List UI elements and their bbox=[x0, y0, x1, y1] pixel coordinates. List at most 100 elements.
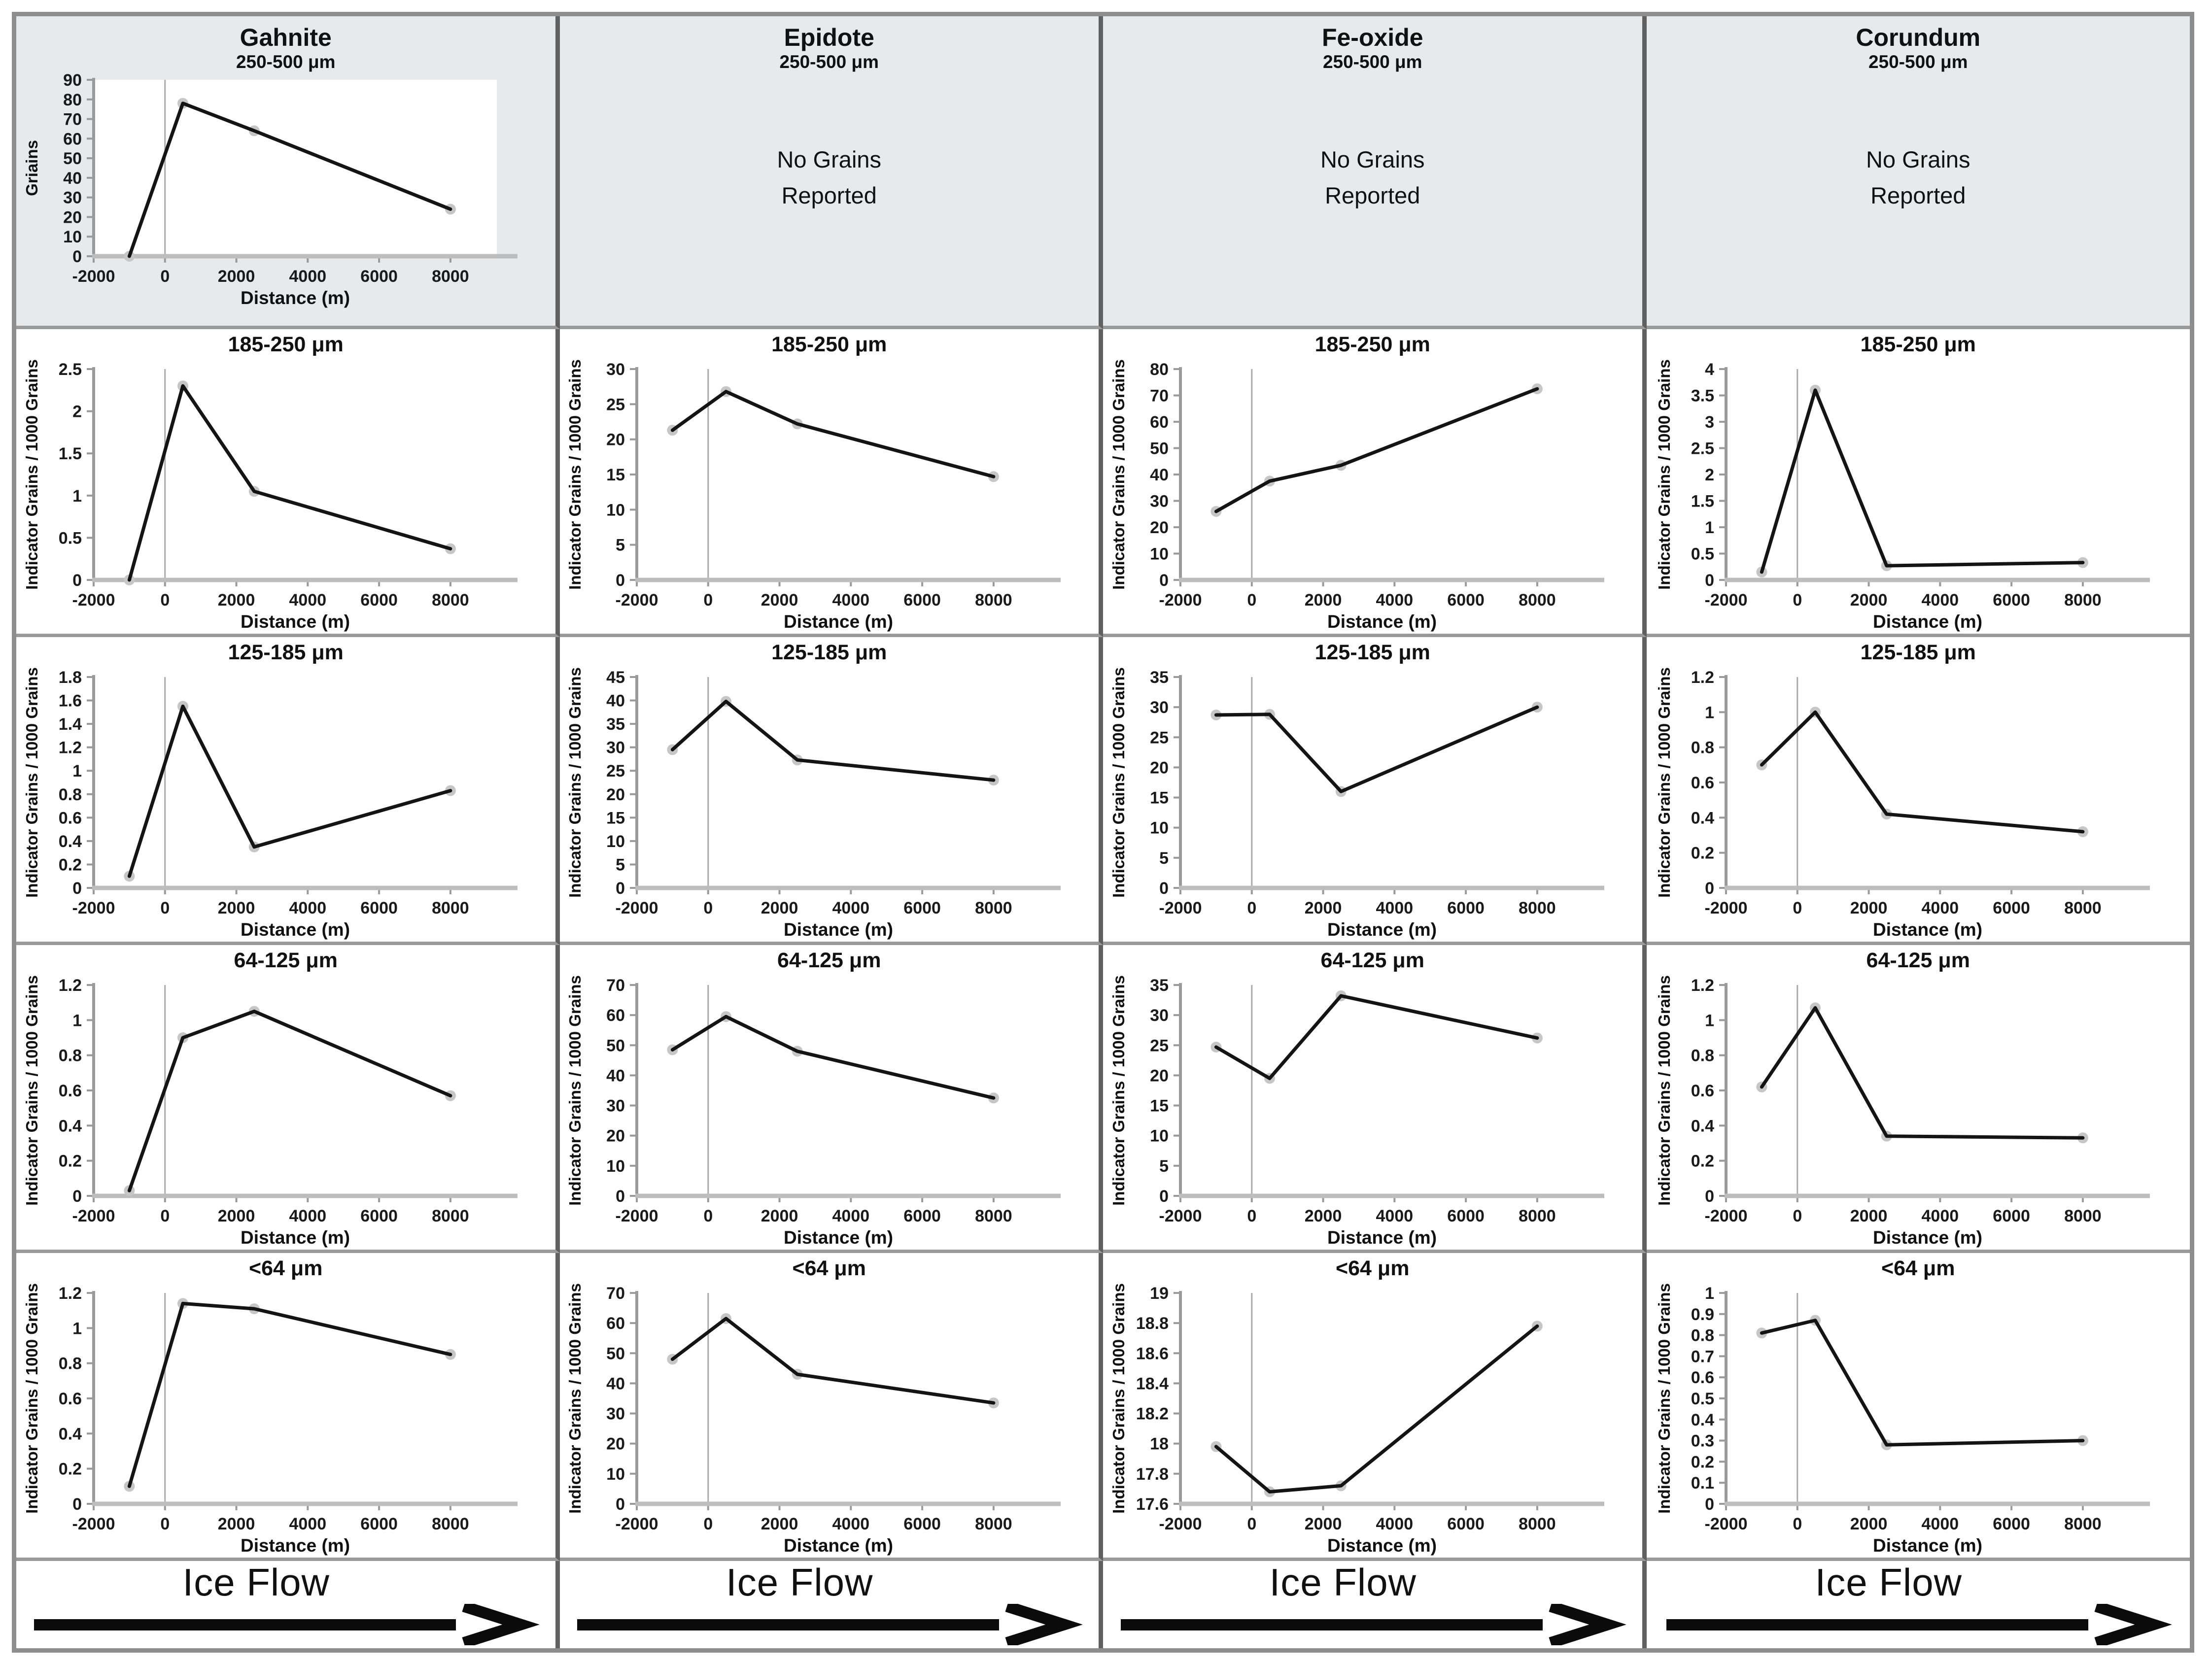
panel-title: 185-250 μm bbox=[1314, 333, 1430, 356]
svg-text:18.6: 18.6 bbox=[1136, 1345, 1169, 1363]
svg-text:70: 70 bbox=[1150, 387, 1169, 406]
chart-fe-oxide-12: 17.6 17.8 18 18.2 18.4 18.6 18.8 19 -2000 0 2000 40… bbox=[1109, 1283, 1604, 1556]
panel-title: 125-185 μm bbox=[771, 641, 887, 664]
panel-fe-oxide-64-125-m: 64-125 μm 0 5 10 15 20 25 30 35 -2000 0 2000 4000 600… bbox=[1103, 945, 1647, 1253]
svg-text:2000: 2000 bbox=[1304, 1515, 1342, 1533]
svg-text:8000: 8000 bbox=[2064, 899, 2102, 917]
svg-text:1.2: 1.2 bbox=[58, 739, 81, 757]
svg-text:15: 15 bbox=[606, 809, 625, 828]
svg-text:0: 0 bbox=[72, 1187, 82, 1206]
svg-text:-2000: -2000 bbox=[72, 1207, 115, 1225]
ice-flow-cell-gahnite: Ice Flow bbox=[16, 1561, 560, 1648]
svg-text:10: 10 bbox=[1150, 545, 1169, 564]
svg-text:-2000: -2000 bbox=[616, 1515, 658, 1533]
svg-text:Indicator Grains / 1000 Grains: Indicator Grains / 1000 Grains bbox=[23, 1283, 41, 1514]
svg-text:0.4: 0.4 bbox=[1691, 1411, 1714, 1429]
no-grains-reported: No Grains Reported bbox=[777, 142, 881, 214]
svg-text:2000: 2000 bbox=[1850, 1515, 1887, 1533]
no-grains-line2: Reported bbox=[781, 182, 877, 209]
svg-text:25: 25 bbox=[1150, 729, 1169, 747]
svg-text:0.6: 0.6 bbox=[58, 1390, 81, 1408]
svg-text:8000: 8000 bbox=[975, 591, 1012, 610]
svg-text:18.8: 18.8 bbox=[1136, 1314, 1169, 1333]
ice-flow-arrow-icon bbox=[1666, 1604, 2172, 1646]
svg-text:-2000: -2000 bbox=[1159, 899, 1202, 917]
svg-text:-2000: -2000 bbox=[1704, 591, 1747, 610]
ice-flow-label: Ice Flow bbox=[182, 1561, 330, 1604]
panel-title: <64 μm bbox=[1881, 1256, 1955, 1280]
svg-text:2.5: 2.5 bbox=[1691, 440, 1714, 458]
svg-text:0: 0 bbox=[616, 879, 625, 898]
svg-text:30: 30 bbox=[606, 739, 625, 757]
svg-text:30: 30 bbox=[606, 1405, 625, 1424]
svg-text:0.4: 0.4 bbox=[1691, 1117, 1714, 1136]
svg-text:4000: 4000 bbox=[1376, 1515, 1413, 1533]
panel-title: 125-185 μm bbox=[1314, 641, 1430, 664]
svg-text:-2000: -2000 bbox=[72, 899, 115, 917]
chart-gahnite-2: 00.20.40.60.811.21.41.61.8-2000 0 2000 4000… bbox=[23, 667, 518, 940]
svg-text:4000: 4000 bbox=[1921, 1207, 1959, 1225]
svg-text:10: 10 bbox=[606, 1465, 625, 1484]
svg-text:-2000: -2000 bbox=[616, 591, 658, 610]
svg-text:2000: 2000 bbox=[761, 1515, 798, 1533]
no-grains-line2: Reported bbox=[1870, 182, 1966, 209]
svg-text:35: 35 bbox=[606, 715, 625, 734]
panel-title: 185-250 μm bbox=[771, 333, 887, 356]
svg-text:0: 0 bbox=[1793, 591, 1802, 610]
chart-corundum-13: 00.511.522.533.54-2000 0 2000 4000 6000 8000D… bbox=[1655, 359, 2150, 632]
svg-text:20: 20 bbox=[1150, 1067, 1169, 1086]
svg-text:Indicator Grains / 1000 Grains: Indicator Grains / 1000 Grains bbox=[1655, 359, 1673, 590]
svg-text:0.8: 0.8 bbox=[1691, 1047, 1714, 1065]
chart-gahnite-3: 00.20.40.60.811.2-2000 0 2000 4000 6000 8000D… bbox=[23, 975, 518, 1248]
svg-text:2000: 2000 bbox=[1850, 1207, 1887, 1225]
panel-title: 185-250 μm bbox=[228, 333, 344, 356]
svg-text:10: 10 bbox=[606, 1157, 625, 1176]
svg-text:1: 1 bbox=[1705, 1012, 1714, 1030]
svg-text:8000: 8000 bbox=[432, 591, 469, 610]
svg-text:20: 20 bbox=[606, 1127, 625, 1146]
svg-text:5: 5 bbox=[616, 856, 625, 875]
svg-text:50: 50 bbox=[606, 1037, 625, 1055]
svg-text:20: 20 bbox=[1150, 518, 1169, 537]
svg-text:6000: 6000 bbox=[360, 591, 398, 610]
svg-text:6000: 6000 bbox=[904, 1207, 941, 1225]
svg-text:Distance (m): Distance (m) bbox=[241, 611, 350, 632]
svg-text:19: 19 bbox=[1150, 1284, 1169, 1303]
size-fraction-label: 250-500 μm bbox=[236, 52, 336, 72]
svg-text:0: 0 bbox=[1705, 879, 1714, 898]
svg-text:2000: 2000 bbox=[217, 591, 255, 610]
svg-text:Distance (m): Distance (m) bbox=[1873, 611, 1982, 632]
ice-flow-arrow-icon bbox=[577, 1604, 1083, 1646]
svg-text:40: 40 bbox=[606, 1067, 625, 1086]
panel-title: 125-185 μm bbox=[228, 641, 344, 664]
mineral-title: Gahnite bbox=[240, 24, 332, 51]
svg-text:0: 0 bbox=[704, 1515, 713, 1533]
svg-text:30: 30 bbox=[63, 189, 82, 207]
svg-text:0: 0 bbox=[704, 1207, 713, 1225]
panel-fe-oxide-185-250-m: 185-250 μm 0 10 20 30 40 50 60 70 80 -2000 0 2000 400… bbox=[1103, 329, 1647, 637]
svg-text:-2000: -2000 bbox=[72, 267, 115, 286]
svg-text:8000: 8000 bbox=[975, 1515, 1012, 1533]
svg-text:8000: 8000 bbox=[1519, 1207, 1556, 1225]
svg-text:17.8: 17.8 bbox=[1136, 1465, 1169, 1484]
svg-text:0.6: 0.6 bbox=[1691, 1368, 1714, 1387]
svg-text:0: 0 bbox=[1159, 879, 1169, 898]
indicator-mineral-dispersal-figure: Gahnite 250-500 μm 0 10 20 30 40 50 60 70 80 90 -200… bbox=[12, 12, 2194, 1653]
svg-text:Distance (m): Distance (m) bbox=[1873, 919, 1982, 940]
svg-text:Griains: Griains bbox=[23, 140, 41, 197]
svg-text:6000: 6000 bbox=[904, 591, 941, 610]
svg-text:50: 50 bbox=[1150, 440, 1169, 458]
svg-text:45: 45 bbox=[606, 668, 625, 687]
svg-text:60: 60 bbox=[63, 130, 82, 149]
svg-text:4000: 4000 bbox=[289, 591, 326, 610]
svg-text:8000: 8000 bbox=[1519, 591, 1556, 610]
mineral-title: Corundum bbox=[1856, 24, 1981, 51]
svg-text:40: 40 bbox=[606, 1375, 625, 1393]
svg-text:2: 2 bbox=[1705, 466, 1714, 484]
svg-text:Indicator Grains / 1000 Grains: Indicator Grains / 1000 Grains bbox=[1655, 975, 1673, 1206]
panel-corundum-64-125-m: 64-125 μm 0 0.2 0.4 0.6 0.8 1 1.2 -2000 0 2000 4000… bbox=[1646, 945, 2190, 1253]
svg-text:Distance (m): Distance (m) bbox=[1327, 1535, 1437, 1556]
